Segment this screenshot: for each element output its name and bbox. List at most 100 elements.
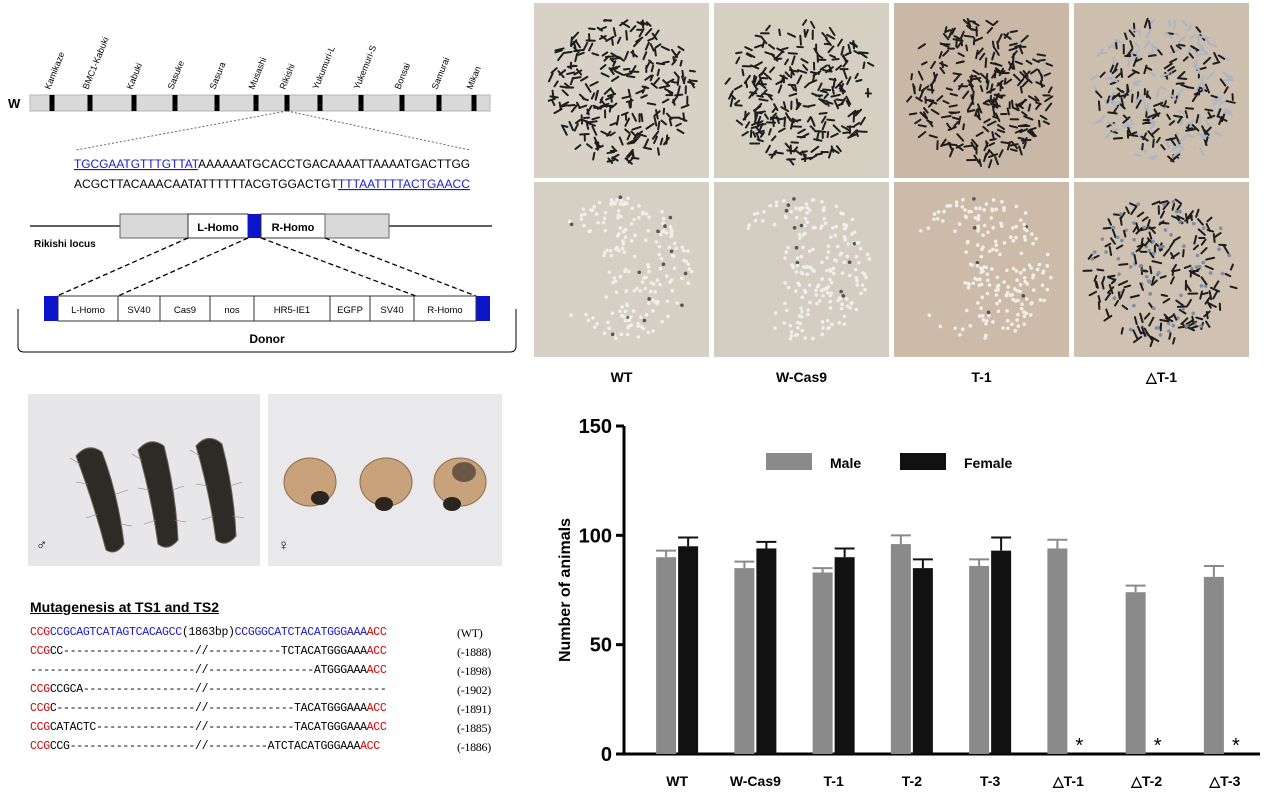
mutagenesis-row: CCGCCGCAGTCATAGTCACAGCC(1863bp)CCGGGCATC… <box>30 626 483 640</box>
photo-column-label: W-Cas9 <box>775 369 828 385</box>
chromosome-marker <box>253 95 259 111</box>
donor-element-label: HR5-IE1 <box>274 305 310 316</box>
chromosome-marker <box>87 95 93 111</box>
target-sequence-bottom: ACGCTTACAAACAATATTTTTTACGTGGACTGT TTTAATT… <box>74 179 470 191</box>
legend-label: Female <box>964 455 1012 471</box>
chromosome-marker <box>284 95 290 111</box>
deletion-label: (-1885) <box>457 721 491 735</box>
bar-female <box>991 550 1012 754</box>
photo-column-label: WT <box>610 369 633 385</box>
absent-marker: * <box>1232 735 1240 757</box>
plate-photo-wcas9-bottom <box>714 182 889 357</box>
bar-male <box>1125 592 1146 754</box>
plate-photo-t1-top <box>894 3 1069 178</box>
pam-sequence: CCG <box>30 721 50 734</box>
marker-label: Sasuke <box>166 59 187 91</box>
donor-element <box>253 295 331 322</box>
pam-sequence: CCG <box>30 645 50 658</box>
homology-arm-line <box>260 237 417 297</box>
donor-element-label: nos <box>224 305 240 316</box>
pam-sequence: ACC <box>360 740 380 753</box>
y-axis-label: Number of animals <box>557 518 574 662</box>
donor-element <box>413 295 477 322</box>
marker-label: Sasura <box>208 61 228 91</box>
donor-element <box>329 295 371 322</box>
donor-element <box>209 295 255 322</box>
marker-label: Musashi <box>247 56 269 91</box>
legend-swatch <box>766 453 812 470</box>
bar-male <box>890 544 911 754</box>
chromosome-marker <box>131 95 137 111</box>
mutant-sequence: CCGCA-----------------//----------------… <box>49 683 387 696</box>
locus-part-label: L-Homo <box>197 222 239 234</box>
legend-label: Male <box>830 455 861 471</box>
chromosome-marker <box>358 95 364 111</box>
sex-ratio-bar-chart: 0 50 100 150 Number of animals WT W-Cas9 T-1 T-2… <box>557 416 1260 789</box>
absent-marker: * <box>1075 735 1083 757</box>
bar-male <box>656 557 677 754</box>
larvae-female-photo: ♀ <box>268 394 502 566</box>
locus-part-label: R-Homo <box>272 222 315 234</box>
deletion-label: (-1886) <box>457 740 491 754</box>
marker-label: Rikishi <box>278 62 297 90</box>
target-sequence: CCGGGCATCTACATGGGAAA <box>234 626 367 639</box>
pam-sequence: CCG <box>30 740 50 753</box>
marker-label: Kabuki <box>125 61 145 90</box>
chromosome-marker <box>399 95 405 111</box>
y-tick-label: 0 <box>601 744 612 766</box>
chromosome-marker <box>214 95 220 111</box>
marker-label: BMC1-Kabuki <box>81 36 111 91</box>
pam-sequence: CCG <box>30 683 50 696</box>
plate-photo-wt-top <box>534 3 709 178</box>
plate-photo-dt1-bottom <box>1074 182 1249 357</box>
chromosome-label: W <box>8 96 21 111</box>
chromosome-marker <box>172 95 178 111</box>
locus-box <box>324 213 390 239</box>
homology-arm-line <box>117 237 249 297</box>
bar-male <box>1203 576 1224 754</box>
mutagenesis-row: CCGCATACTC---------------//-------------… <box>30 721 491 735</box>
mutagenesis-row: CCGCCG-------------------//---------ATCT… <box>30 740 491 754</box>
mutant-sequence: -------------------------//-------------… <box>30 664 367 677</box>
pam-sequence: ACC <box>366 645 387 658</box>
y-tick-label: 50 <box>590 635 612 657</box>
donor-element-label: R-Homo <box>427 305 462 316</box>
construct-diagram: W Kamikaze BMC1-Kabuki Kabuki Sasuke Sasura Mu… <box>8 36 517 353</box>
y-tick-label: 100 <box>579 525 612 547</box>
marker-label: Yukemuri-S <box>352 44 379 91</box>
bar-male <box>1047 548 1068 754</box>
chromosome-bar <box>29 94 491 112</box>
absent-marker: * <box>1154 735 1162 757</box>
mutagenesis-title: Mutagenesis at TS1 and TS2 <box>30 599 220 615</box>
pam-sequence: ACC <box>366 702 387 715</box>
deletion-label: (WT) <box>457 626 483 640</box>
mutant-sequence: C---------------------//-------------TAC… <box>49 702 367 715</box>
donor-element-label: L-Homo <box>71 305 105 316</box>
zoom-line <box>286 110 471 151</box>
y-tick-label: 150 <box>579 416 612 438</box>
bar-male <box>969 565 990 754</box>
plate-photo-wcas9-top <box>714 3 889 178</box>
target-sequence-top: TGCGAATGTTTGTTAT AAAAAATGCACCTGACAAAATTAA… <box>74 159 470 171</box>
locus-box <box>119 213 189 239</box>
deletion-label: (-1898) <box>457 664 491 678</box>
x-tick-label: W-Cas9 <box>730 773 781 789</box>
plate-photo-dt1-top <box>1074 3 1249 178</box>
male-symbol: ♂ <box>36 538 48 554</box>
photo-column-label: △T-1 <box>1146 369 1177 385</box>
mutagenesis-row: CCGCCGCA-----------------//-------------… <box>30 683 491 697</box>
donor-plasmid <box>17 309 517 353</box>
locus-label: Rikishi locus <box>34 239 96 250</box>
deletion-label: (-1902) <box>457 683 491 697</box>
x-tick-label: T-1 <box>824 773 844 789</box>
deletion-label: (-1891) <box>457 702 491 716</box>
mutant-sequence: CC--------------------//-----------TCTAC… <box>49 645 367 658</box>
donor-element <box>57 295 119 322</box>
donor-end-right <box>476 296 490 321</box>
mutant-sequence: CCG-------------------//---------ATCTACA… <box>49 740 361 753</box>
bar-female <box>834 557 855 754</box>
donor-element-label: EGFP <box>337 305 363 316</box>
pam-sequence: CCG <box>30 626 50 639</box>
donor-label: Donor <box>249 332 285 346</box>
donor-element-label: SV40 <box>127 305 150 316</box>
